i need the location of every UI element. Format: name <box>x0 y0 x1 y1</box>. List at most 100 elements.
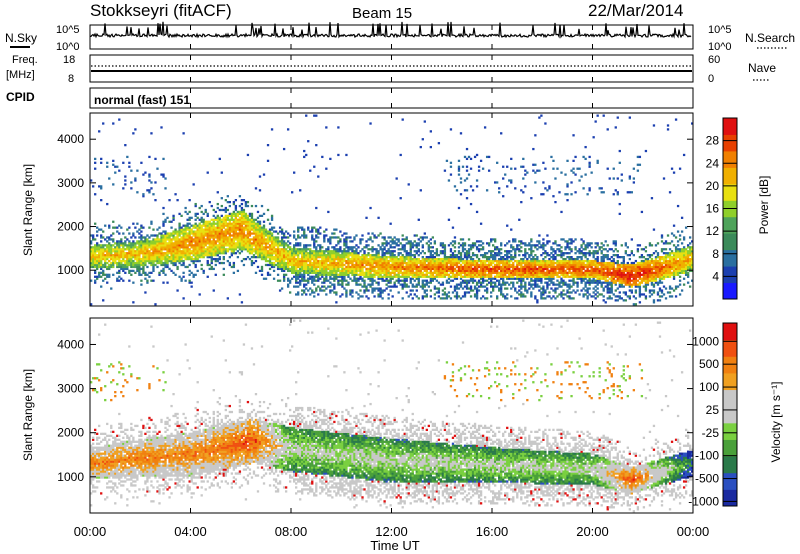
range-cell <box>311 267 314 271</box>
range-cell <box>96 263 99 267</box>
range-cell <box>293 230 296 233</box>
range-cell <box>411 277 414 280</box>
range-cell <box>313 246 316 249</box>
range-cell <box>341 293 344 296</box>
range-cell <box>465 257 469 261</box>
range-cell <box>500 285 503 288</box>
range-cell <box>166 244 169 247</box>
range-cell <box>504 295 507 298</box>
range-cell <box>214 244 217 247</box>
range-cell <box>494 252 497 255</box>
range-cell <box>188 228 191 231</box>
range-cell <box>158 244 161 247</box>
range-cell <box>188 226 191 229</box>
range-cell <box>90 265 93 269</box>
range-cell <box>487 259 491 263</box>
range-cell <box>479 285 483 288</box>
range-cell <box>518 279 521 282</box>
range-cell <box>192 252 195 255</box>
range-cell <box>162 175 165 178</box>
range-cell <box>182 244 185 247</box>
range-cell <box>417 283 420 286</box>
range-cell <box>576 271 579 274</box>
range-cell <box>502 256 505 259</box>
range-cell <box>407 271 410 274</box>
range-cell <box>506 252 509 255</box>
range-cell <box>345 153 348 157</box>
range-cell <box>274 263 278 267</box>
range-cell <box>447 269 451 273</box>
range-cell <box>186 234 189 237</box>
range-cell <box>371 257 374 261</box>
range-cell <box>387 242 390 245</box>
range-cell <box>550 269 553 273</box>
range-cell <box>329 267 332 271</box>
range-cell <box>431 250 435 253</box>
range-cell <box>479 273 483 276</box>
range-cell <box>90 263 93 267</box>
range-cell <box>192 259 195 263</box>
range-cell <box>475 291 479 294</box>
range-cell <box>339 250 342 253</box>
range-cell <box>453 256 457 259</box>
range-cell <box>483 273 487 276</box>
range-cell <box>268 252 272 255</box>
range-cell <box>359 250 362 253</box>
range-cell <box>232 252 236 255</box>
range-cell <box>102 254 105 257</box>
range-cell <box>540 193 543 196</box>
range-cell <box>216 257 219 261</box>
range-cell <box>234 204 238 208</box>
range-cell <box>538 279 541 282</box>
range-cell <box>514 187 517 190</box>
range-cell <box>172 250 175 253</box>
range-cell <box>90 252 93 255</box>
range-cell <box>459 244 463 247</box>
range-cell <box>148 244 151 247</box>
range-cell <box>379 232 382 235</box>
range-cell <box>443 261 447 265</box>
range-cell <box>142 195 145 198</box>
range-cell <box>180 257 183 261</box>
range-cell <box>325 267 328 271</box>
range-cell <box>178 254 181 257</box>
range-cell <box>256 250 260 253</box>
range-cell <box>367 232 370 235</box>
range-cell <box>473 263 477 267</box>
range-cell <box>192 234 195 237</box>
range-cell <box>477 271 481 274</box>
range-cell <box>291 252 294 255</box>
range-cell <box>349 248 352 251</box>
range-cell <box>313 226 316 229</box>
range-cell <box>144 242 147 245</box>
range-cell <box>104 263 107 267</box>
range-cell <box>270 261 274 265</box>
range-cell <box>138 232 141 235</box>
range-cell <box>449 285 453 288</box>
range-cell <box>112 261 115 265</box>
range-cell <box>409 252 412 255</box>
range-cell <box>309 265 312 269</box>
range-cell <box>562 281 565 284</box>
range-cell <box>367 283 370 286</box>
range-cell <box>98 263 101 267</box>
range-cell <box>560 277 563 280</box>
range-cell <box>238 195 242 198</box>
range-cell <box>140 226 143 229</box>
range-cell <box>387 269 390 273</box>
range-cell <box>248 230 252 233</box>
range-cell <box>222 246 225 249</box>
range-cell <box>570 181 573 184</box>
range-cell <box>429 279 432 282</box>
range-cell <box>562 273 565 276</box>
range-cell <box>479 267 483 271</box>
range-cell <box>522 257 525 261</box>
range-cell <box>337 252 340 255</box>
range-cell <box>166 232 169 235</box>
range-cell <box>403 261 406 265</box>
range-cell <box>542 161 545 164</box>
range-cell <box>544 259 547 263</box>
range-cell <box>506 287 509 290</box>
range-cell <box>494 275 497 278</box>
